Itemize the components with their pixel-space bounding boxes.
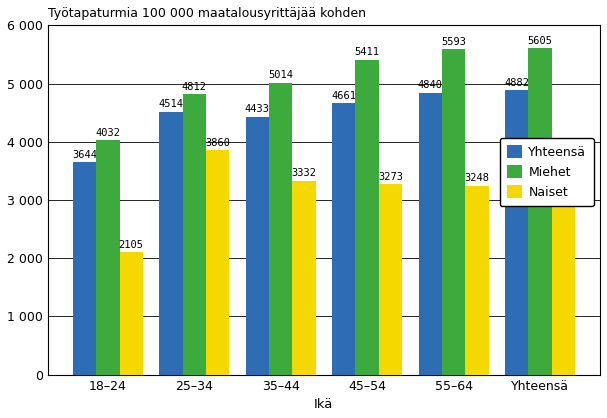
Text: 5593: 5593 [441, 37, 466, 47]
Text: 4433: 4433 [245, 104, 270, 114]
Text: 4661: 4661 [331, 91, 356, 101]
Bar [332, 103, 356, 375]
Text: 3644: 3644 [72, 150, 97, 160]
Bar [442, 49, 465, 375]
Bar [293, 181, 316, 375]
Text: 3443: 3443 [551, 162, 576, 172]
Bar [246, 117, 269, 375]
Bar [528, 48, 552, 375]
Text: 4514: 4514 [158, 99, 183, 110]
Bar [419, 93, 442, 375]
Text: 4032: 4032 [95, 127, 120, 138]
Bar [269, 83, 293, 375]
Bar [379, 184, 402, 375]
Bar [97, 140, 120, 375]
Text: 4812: 4812 [182, 82, 207, 92]
Bar [183, 94, 206, 375]
Text: 2105: 2105 [119, 240, 144, 250]
Bar [159, 112, 183, 375]
Bar [206, 150, 229, 375]
Text: 3860: 3860 [205, 138, 230, 148]
Bar [552, 174, 575, 375]
Text: 4882: 4882 [504, 78, 529, 88]
Text: 4840: 4840 [418, 81, 443, 90]
Text: 5411: 5411 [354, 47, 379, 57]
Text: 3273: 3273 [378, 172, 403, 182]
Text: 3248: 3248 [464, 173, 489, 183]
Bar [356, 60, 379, 375]
Bar [120, 252, 143, 375]
Bar [73, 163, 97, 375]
Bar [505, 90, 528, 375]
X-axis label: Ikä: Ikä [314, 398, 334, 411]
Bar [465, 186, 489, 375]
Text: 5605: 5605 [527, 36, 552, 46]
Text: Työtapaturmia 100 000 maatalousyrittäjää kohden: Työtapaturmia 100 000 maatalousyrittäjää… [48, 7, 366, 20]
Legend: Yhteensä, Miehet, Naiset: Yhteensä, Miehet, Naiset [500, 138, 594, 206]
Text: 5014: 5014 [268, 70, 293, 80]
Text: 3332: 3332 [291, 168, 317, 178]
